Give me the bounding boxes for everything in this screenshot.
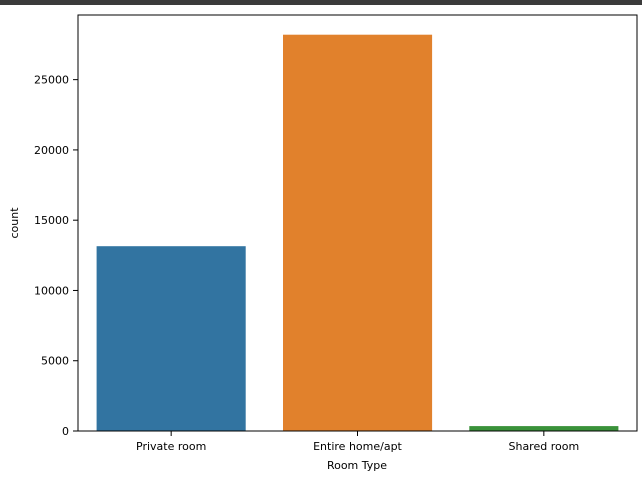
- x-axis-ticks: Private room Entire home/apt Shared room: [136, 431, 579, 453]
- x-tick-label: Shared room: [508, 440, 579, 453]
- y-axis-label: count: [8, 207, 21, 239]
- bar-private-room: [96, 246, 246, 431]
- y-axis-ticks: 0 5000 10000 15000 20000 25000: [34, 74, 78, 438]
- y-tick-label: 15000: [34, 214, 69, 227]
- bar-shared-room: [469, 426, 619, 431]
- y-tick-label: 0: [62, 425, 69, 438]
- window-top-bar: [0, 0, 642, 5]
- y-tick-label: 25000: [34, 74, 69, 87]
- x-tick-label: Entire home/apt: [313, 440, 402, 453]
- y-tick-label: 20000: [34, 144, 69, 157]
- y-tick-label: 5000: [41, 355, 69, 368]
- bar-entire-home-apt: [283, 34, 433, 431]
- x-tick-label: Private room: [136, 440, 206, 453]
- y-tick-label: 10000: [34, 284, 69, 297]
- x-axis-label: Room Type: [327, 459, 387, 472]
- bars-group: [96, 34, 619, 431]
